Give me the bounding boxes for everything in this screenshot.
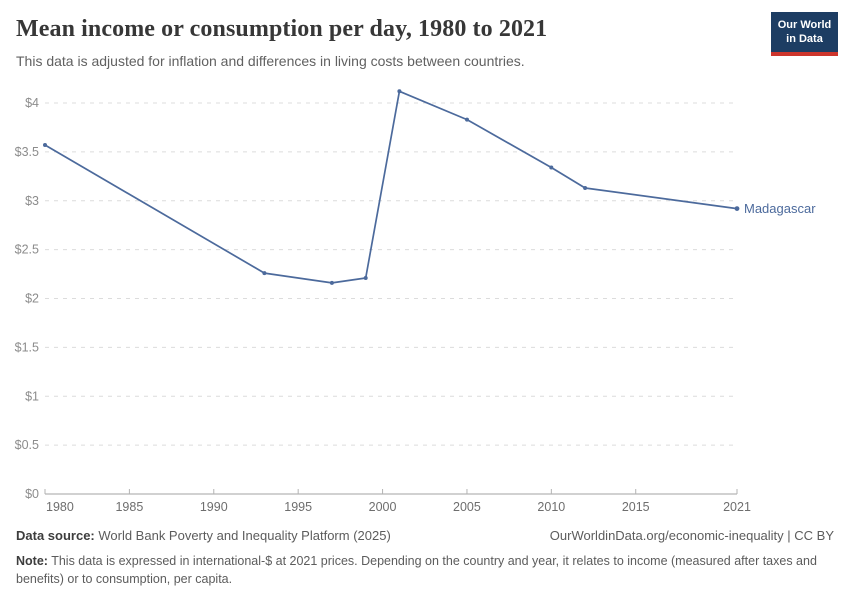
data-point[interactable] xyxy=(262,271,267,276)
page-subtitle: This data is adjusted for inflation and … xyxy=(16,53,525,69)
x-tick-label: 2000 xyxy=(369,500,397,514)
y-tick-label: $2 xyxy=(25,292,39,306)
data-point[interactable] xyxy=(549,165,554,170)
owid-logo-line1: Our World xyxy=(777,19,832,31)
y-tick-label: $3 xyxy=(25,194,39,208)
data-point[interactable] xyxy=(397,89,402,94)
y-tick-label: $2.5 xyxy=(15,243,39,257)
y-tick-label: $1 xyxy=(25,389,39,403)
x-tick-label: 2005 xyxy=(453,500,481,514)
x-tick-label: 1985 xyxy=(115,500,143,514)
x-tick-label: 2015 xyxy=(622,500,650,514)
note-text: This data is expressed in international-… xyxy=(16,554,817,587)
data-point[interactable] xyxy=(363,276,368,280)
x-tick-label: 1995 xyxy=(284,500,312,514)
data-point[interactable] xyxy=(465,117,469,122)
data-source-label: Data source: xyxy=(16,528,95,543)
series-line-madagascar[interactable] xyxy=(44,90,738,284)
footer-source-row: Data source: World Bank Poverty and Ineq… xyxy=(16,528,834,543)
data-point[interactable] xyxy=(43,143,47,147)
owid-logo-line2: in Data xyxy=(786,33,823,46)
data-point[interactable] xyxy=(734,206,740,211)
x-tick-label: 1990 xyxy=(200,500,228,514)
chart-note: Note: This data is expressed in internat… xyxy=(16,552,834,588)
series-label-madagascar[interactable]: Madagascar xyxy=(744,201,816,216)
y-tick-label: $1.5 xyxy=(15,340,39,354)
y-tick-label: $0.5 xyxy=(15,438,39,452)
data-point[interactable] xyxy=(329,280,334,285)
x-tick-label: 2021 xyxy=(723,500,751,514)
license-text: OurWorldinData.org/economic-inequality |… xyxy=(549,528,834,543)
chart-canvas[interactable]: $0 $0.5 $1 $1.5 $2 $2.5 $3 $3.5 $4 1980 1985 1990 19… xyxy=(0,80,850,530)
data-source-text: World Bank Poverty and Inequality Platfo… xyxy=(94,528,391,543)
owid-logo[interactable]: Our World in Data xyxy=(771,12,838,56)
data-point[interactable] xyxy=(583,186,588,190)
page-title: Mean income or consumption per day, 1980… xyxy=(16,16,548,42)
y-tick-label: $0 xyxy=(25,487,39,501)
y-tick-label: $3.5 xyxy=(15,145,39,159)
note-label: Note: xyxy=(16,554,48,568)
x-tick-label: 2010 xyxy=(537,500,565,514)
x-tick-label: 1980 xyxy=(46,500,74,514)
data-source: Data source: World Bank Poverty and Ineq… xyxy=(16,528,391,543)
y-tick-label: $4 xyxy=(25,96,39,110)
